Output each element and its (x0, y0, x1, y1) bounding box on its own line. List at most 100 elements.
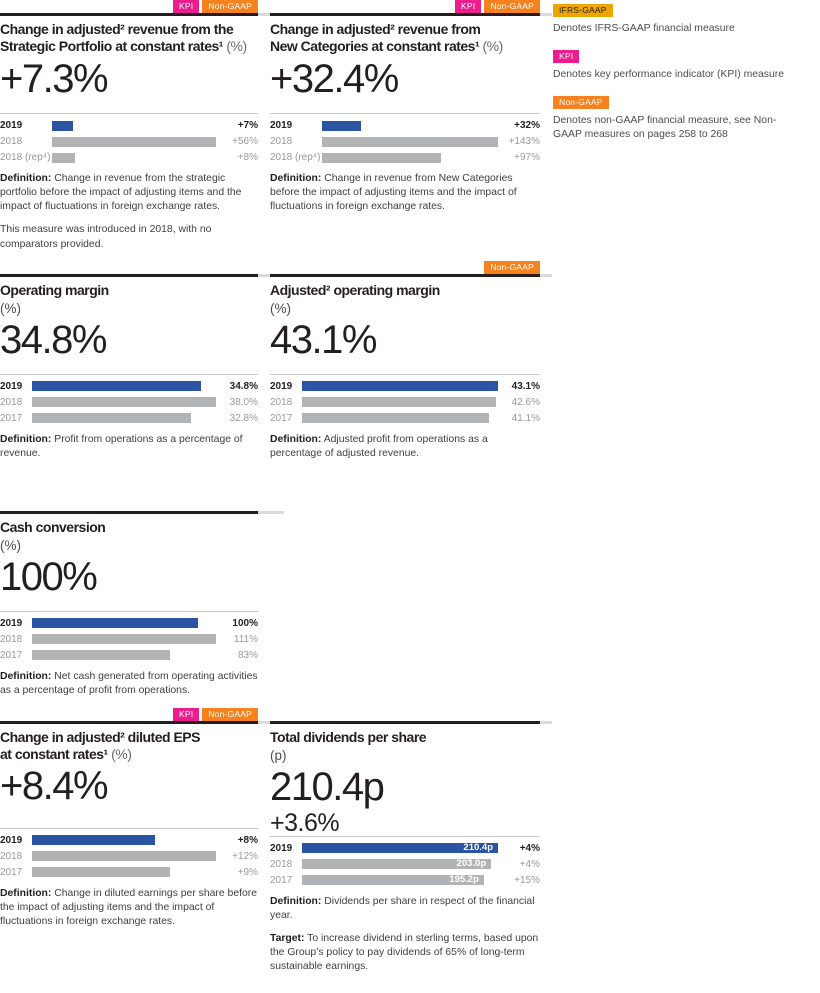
year-label: 2019 (270, 842, 293, 854)
title-line: at constant rates¹ (0, 745, 108, 762)
title-unit-suffix: (%) (479, 37, 504, 54)
definition-body: Change in diluted earnings per share bef… (0, 887, 258, 927)
bar-track: 195.2p (302, 874, 498, 886)
tag-row (0, 498, 258, 511)
measure-legend: IFRS-GAAP Denotes IFRS-GAAP financial me… (540, 0, 820, 152)
bar-track (52, 136, 216, 147)
year-label: 2019 (0, 120, 23, 131)
definition-text: Definition: Change in diluted earnings p… (0, 887, 258, 929)
value-label: +12% (232, 850, 258, 862)
card-strategic-portfolio-revenue: KPI Non-GAAP Change in adjusted² revenue f… (0, 0, 270, 261)
non-gaap-tag: Non-GAAP (484, 0, 540, 13)
title-unit-suffix: (%) (107, 745, 132, 762)
year-label: 2019 (0, 380, 23, 392)
bar-track (52, 120, 216, 131)
value-label: 83% (237, 649, 258, 661)
bar (302, 397, 496, 408)
headline-value: +32.4% (270, 56, 399, 101)
definition-body: This measure was introduced in 2018, wit… (0, 224, 212, 250)
bar-value-label: 195.2p (449, 874, 479, 886)
bar (32, 851, 216, 862)
chart-row: 2018 (rep⁴) +97% (270, 152, 540, 163)
bar: 203.0p (302, 859, 492, 870)
card-unit: (%) (0, 537, 21, 553)
year-label: 2018 (rep⁴) (270, 152, 321, 163)
title-line: Change in adjusted² diluted EPS (0, 728, 200, 745)
definition-lead: Target: (270, 933, 305, 945)
definition-block: Definition: Change in diluted earnings p… (0, 887, 258, 929)
definition-block: Definition: Adjusted profit from operati… (270, 433, 540, 461)
card-row-4: KPI Non-GAAP Change in adjusted² diluted E… (0, 707, 552, 984)
value-label: 41.1% (511, 412, 540, 424)
headline-value: 100% (0, 554, 98, 599)
bar: 195.2p (302, 874, 484, 886)
card-title: Change in adjusted² diluted EPS at consta… (0, 729, 258, 763)
card-total-dividends-per-share: Total dividends per share (p) 210.4p +3.6% 2… (270, 708, 552, 984)
definition-lead: Definition: (270, 173, 322, 184)
year-label: 2018 (270, 858, 293, 870)
card-title: Total dividends per share (270, 729, 540, 746)
bar-track (302, 413, 498, 424)
value-label: 42.6% (511, 396, 540, 408)
kpi-tag: KPI (173, 0, 200, 13)
bar-track (32, 634, 216, 645)
year-label: 2017 (0, 649, 23, 661)
bar-chart: 2019 34.8% 2018 38.0% 2017 32.8% (0, 373, 258, 424)
definition-lead: Definition: (270, 895, 322, 907)
card-top-rule (0, 510, 284, 514)
year-label: 2019 (270, 120, 293, 131)
card-top-rule (0, 273, 270, 277)
headline-value: 43.1% (270, 317, 377, 362)
definition-text: Definition: Dividends per share in respe… (270, 895, 540, 923)
definition-text: Definition: Adjusted profit from operati… (270, 433, 540, 461)
definition-body: Profit from operations as a percentage o… (0, 433, 243, 459)
legend-description: Denotes key performance indicator (KPI) … (553, 69, 785, 81)
value-label: 34.8% (229, 380, 258, 392)
kpi-cards-column: KPI Non-GAAP Change in adjusted² revenue f… (0, 0, 552, 984)
bar-track: 210.4p (302, 843, 498, 854)
title-line: Change in adjusted² revenue from the (0, 21, 234, 37)
chart-row: 2018 +143% (270, 136, 540, 147)
bar-chart: 2019 +7% 2018 +56% 2018 (rep⁴) +8% (0, 113, 258, 163)
year-label: 2018 (0, 396, 23, 408)
tag-row: Non-GAAP (270, 260, 540, 274)
definition-body: Net cash generated from operating activi… (0, 670, 258, 696)
bar (32, 835, 155, 846)
bar-track (32, 835, 216, 846)
chart-row: 2018 42.6% (270, 397, 540, 408)
card-top-rule (270, 273, 552, 277)
card-cash-conversion: Cash conversion (%) 100% 2019 100% 2018 111% 20… (0, 498, 284, 708)
tag-row (0, 261, 258, 274)
year-label: 2017 (0, 866, 23, 878)
value-label: +8% (237, 152, 258, 163)
bar (322, 136, 498, 147)
definition-block: Definition: Change in revenue from New C… (270, 172, 540, 214)
card-header: Adjusted² operating margin (%) 43.1% (270, 277, 540, 374)
card-header: Cash conversion (%) 100% (0, 514, 258, 611)
card-header: Operating margin (%) 34.8% (0, 277, 258, 374)
year-label: 2018 (0, 850, 23, 862)
definition-body: Change in revenue from New Categories be… (270, 173, 517, 213)
bar-chart: 2019 210.4p +4% 2018 203.0p +4% 2017 195.2p +15% (270, 835, 540, 886)
value-label: +97% (514, 152, 540, 163)
year-label: 2019 (0, 834, 23, 846)
bar-track (322, 136, 498, 147)
chart-row: 2019 +7% (0, 120, 258, 131)
bar (32, 397, 216, 408)
card-top-rule (270, 13, 552, 16)
chart-row: 2017 +9% (0, 867, 258, 878)
card-operating-margin: Operating margin (%) 34.8% 2019 34.8% 2018 38.… (0, 261, 270, 498)
definition-body: Adjusted profit from operations as a per… (270, 433, 488, 459)
non-gaap-tag: Non-GAAP (553, 96, 609, 110)
title-line: New Categories at constant rates¹ (270, 37, 480, 54)
bar (32, 381, 201, 392)
card-unit: (%) (0, 300, 21, 316)
legend-item-non-gaap: Non-GAAP Denotes non-GAAP financial meas… (553, 92, 820, 142)
card-header: Change in adjusted² diluted EPS at consta… (0, 724, 258, 828)
year-label: 2018 (0, 136, 23, 147)
headline-value: +8.4% (0, 764, 109, 809)
bar (52, 136, 216, 147)
title-line: Change in adjusted² revenue from (270, 21, 481, 37)
kpi-tag: KPI (553, 50, 580, 64)
